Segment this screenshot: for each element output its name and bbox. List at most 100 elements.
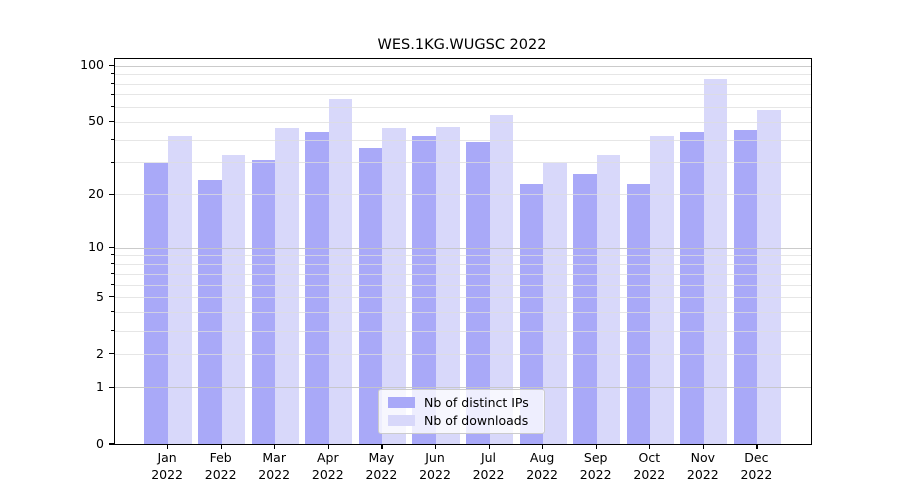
bar-distinct-ips-dec (733, 130, 758, 445)
gridline-7 (114, 273, 811, 275)
x-tick-jan (167, 444, 169, 450)
gridline-70 (114, 94, 811, 96)
bar-downloads-jul (489, 115, 514, 445)
x-tick-label-jul: Jul 2022 (472, 450, 505, 482)
x-tick-label-apr: Apr 2022 (311, 450, 344, 482)
gridline-30 (114, 162, 811, 164)
y-minortick-3 (111, 329, 114, 331)
y-tick-10 (109, 246, 114, 248)
x-tick-feb (220, 444, 222, 450)
bar-downloads-dec (757, 109, 782, 445)
legend-item-distinct-ips: Nb of distinct IPs (379, 395, 544, 410)
gridline-2 (114, 354, 811, 356)
bar-downloads-mar (275, 128, 299, 445)
bar-downloads-nov (703, 78, 728, 445)
grid-layer (114, 59, 811, 444)
y-minortick-50 (111, 120, 114, 122)
gridline-100 (114, 65, 811, 67)
bar-downloads-aug (543, 162, 567, 445)
gridline-60 (114, 106, 811, 108)
y-tick-label-100: 100 (80, 57, 104, 73)
bar-downloads-jan (168, 135, 192, 445)
x-tick-nov (702, 444, 704, 450)
gridline-5 (114, 297, 811, 299)
y-tick-label-0: 0 (96, 435, 104, 451)
bar-downloads-sep (596, 154, 621, 445)
x-tick-label-may: May 2022 (365, 450, 398, 482)
gridline-20 (114, 194, 811, 196)
x-tick-mar (274, 444, 276, 450)
bar-downloads-may (382, 128, 406, 445)
x-tick-label-nov: Nov 2022 (686, 450, 719, 482)
gridline-9 (114, 255, 811, 257)
bar-distinct-ips-jul (465, 141, 490, 445)
x-tick-dec (756, 444, 758, 450)
x-tick-label-oct: Oct 2022 (633, 450, 666, 482)
y-tick-100 (109, 64, 114, 66)
x-tick-sep (595, 444, 597, 450)
x-tick-oct (649, 444, 651, 450)
x-tick-label-dec: Dec 2022 (740, 450, 773, 482)
bar-distinct-ips-oct (626, 183, 651, 445)
y-tick-label-1: 1 (96, 379, 104, 394)
y-minortick-30 (111, 161, 114, 163)
y-minortick-60 (111, 105, 114, 107)
y-minortick-8 (111, 263, 114, 264)
plot-area (113, 58, 812, 446)
y-tick-label-2: 2 (96, 345, 104, 361)
x-tick-label-jan: Jan 2022 (151, 450, 183, 482)
y-minortick-40 (111, 138, 114, 140)
y-minortick-6 (111, 283, 114, 285)
y-tick-1 (109, 386, 114, 388)
gridline-8 (114, 263, 811, 265)
bar-distinct-ips-sep (573, 173, 597, 445)
x-tick-label-jun: Jun 2022 (419, 450, 451, 482)
gridline-80 (114, 83, 811, 85)
y-tick-label-50: 50 (88, 113, 104, 129)
bar-distinct-ips-aug (519, 183, 544, 445)
bar-distinct-ips-jun (412, 135, 436, 445)
gridline-4 (114, 312, 811, 314)
gridline-50 (114, 121, 811, 123)
bar-distinct-ips-may (358, 148, 383, 445)
legend-label-distinct-ips: Nb of distinct IPs (424, 395, 529, 410)
x-tick-apr (327, 444, 329, 450)
legend: Nb of distinct IPs Nb of downloads (378, 389, 545, 434)
gridline-90 (114, 74, 811, 76)
y-tick-label-5: 5 (96, 288, 104, 304)
y-minortick-4 (111, 311, 114, 313)
gridline-1 (114, 387, 811, 389)
legend-swatch-downloads (388, 415, 415, 426)
y-minortick-9 (111, 254, 114, 256)
y-tick-label-20: 20 (88, 186, 104, 201)
x-tick-jul (488, 444, 490, 450)
x-tick-label-mar: Mar 2022 (258, 450, 291, 482)
gridline-6 (114, 284, 811, 286)
y-minortick-7 (111, 272, 114, 274)
x-tick-may (381, 444, 383, 450)
x-tick-aug (542, 444, 544, 450)
x-tick-label-feb: Feb 2022 (204, 450, 237, 482)
x-tick-label-sep: Sep 2022 (579, 450, 612, 482)
y-minortick-80 (111, 82, 114, 84)
y-minortick-70 (111, 93, 114, 95)
bars-layer (115, 59, 812, 445)
y-tick-label-10: 10 (88, 239, 104, 255)
y-minortick-90 (111, 73, 114, 75)
bar-distinct-ips-apr (305, 131, 329, 445)
x-tick-jun (435, 444, 437, 450)
bar-downloads-oct (650, 135, 674, 445)
legend-swatch-distinct-ips (388, 397, 415, 408)
chart-title: WES.1KG.WUGSC 2022 (377, 37, 547, 53)
legend-label-downloads: Nb of downloads (424, 413, 529, 428)
y-minortick-2 (111, 353, 114, 355)
y-minortick-5 (111, 296, 114, 298)
gridline-10 (114, 247, 811, 249)
bar-distinct-ips-jan (144, 162, 169, 445)
legend-item-downloads: Nb of downloads (379, 413, 544, 428)
bar-distinct-ips-nov (680, 131, 704, 445)
bar-distinct-ips-mar (251, 159, 276, 445)
gridline-40 (114, 139, 811, 141)
x-tick-label-aug: Aug 2022 (526, 450, 558, 482)
